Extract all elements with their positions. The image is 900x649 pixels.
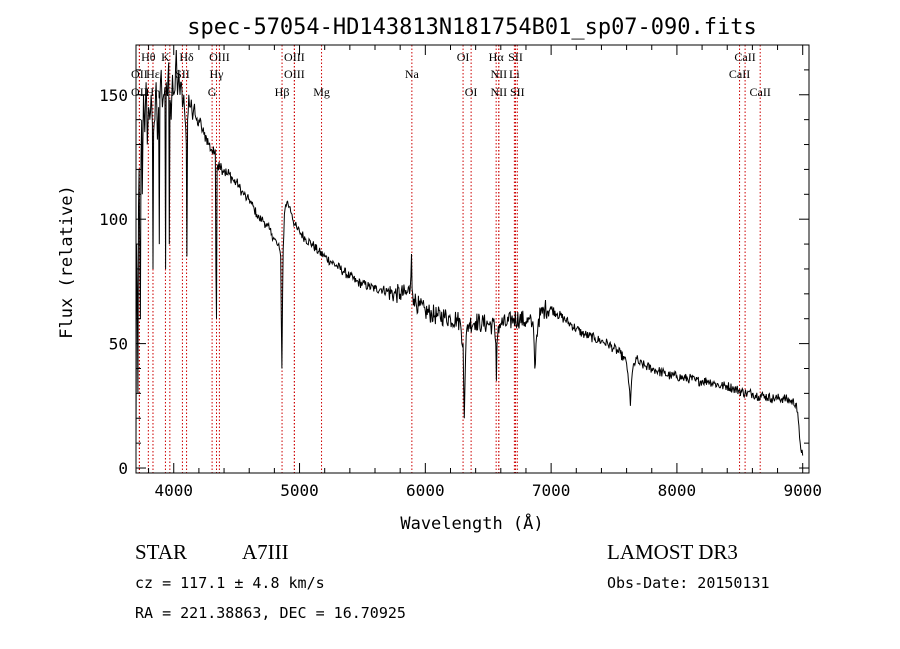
line-label: NII <box>490 67 507 81</box>
y-axis-label: Flux (relative) <box>57 185 77 339</box>
y-tick-label: 100 <box>99 210 128 229</box>
x-tick-label: 9000 <box>783 481 822 500</box>
redshift-cz: cz = 117.1 ± 4.8 km/s <box>135 574 325 592</box>
line-label: Na <box>405 67 420 81</box>
axis-ticks: 4000 5000 6000 7000 8000 9000 0 50 100 150 <box>99 45 822 500</box>
line-label: Hε <box>146 67 160 81</box>
line-label: CaII <box>729 67 750 81</box>
survey-name: LAMOST DR3 <box>607 540 738 564</box>
line-label: Mg <box>313 85 330 99</box>
line-label: NII <box>490 85 507 99</box>
line-label: Hβ <box>275 85 290 99</box>
line-label: Hγ <box>210 67 225 81</box>
x-tick-label: 7000 <box>532 481 571 500</box>
line-label: OII <box>131 85 148 99</box>
object-subclass: A7III <box>242 540 289 564</box>
line-markers <box>138 45 761 473</box>
line-label: K <box>161 50 170 64</box>
line-label: OIII <box>209 50 230 64</box>
line-label: Hδ <box>179 50 194 64</box>
line-label: OII <box>131 67 148 81</box>
line-label: CaII <box>734 50 755 64</box>
y-tick-label: 50 <box>109 335 128 354</box>
line-label: SII <box>510 85 525 99</box>
x-tick-label: 5000 <box>280 481 319 500</box>
obs-date: Obs-Date: 20150131 <box>607 574 770 592</box>
plot-frame <box>135 44 810 474</box>
x-axis-label: Wavelength (Å) <box>400 512 543 534</box>
y-tick-label: 150 <box>99 86 128 105</box>
line-label: Hη <box>146 85 161 99</box>
line-label: CaII <box>750 85 771 99</box>
line-label: G <box>208 85 217 99</box>
line-label: OI <box>465 85 478 99</box>
line-label: OIII <box>284 67 305 81</box>
coordinates: RA = 221.38863, DEC = 16.70925 <box>135 604 406 622</box>
line-label: Hα <box>489 50 505 64</box>
x-tick-label: 6000 <box>406 481 445 500</box>
line-label: SII <box>508 50 523 64</box>
line-label: SII <box>175 67 190 81</box>
chart-title: spec-57054-HD143813N181754B01_sp07-090.f… <box>187 15 757 40</box>
line-label: H <box>166 85 175 99</box>
x-tick-label: 8000 <box>658 481 697 500</box>
line-label: Li <box>509 67 520 81</box>
object-class: STAR <box>135 540 187 564</box>
x-tick-label: 4000 <box>154 481 193 500</box>
line-label: OIII <box>284 50 305 64</box>
line-label: Hθ <box>141 50 156 64</box>
y-tick-label: 0 <box>118 459 128 478</box>
line-label: OI <box>457 50 470 64</box>
flux-series-line <box>135 49 804 456</box>
